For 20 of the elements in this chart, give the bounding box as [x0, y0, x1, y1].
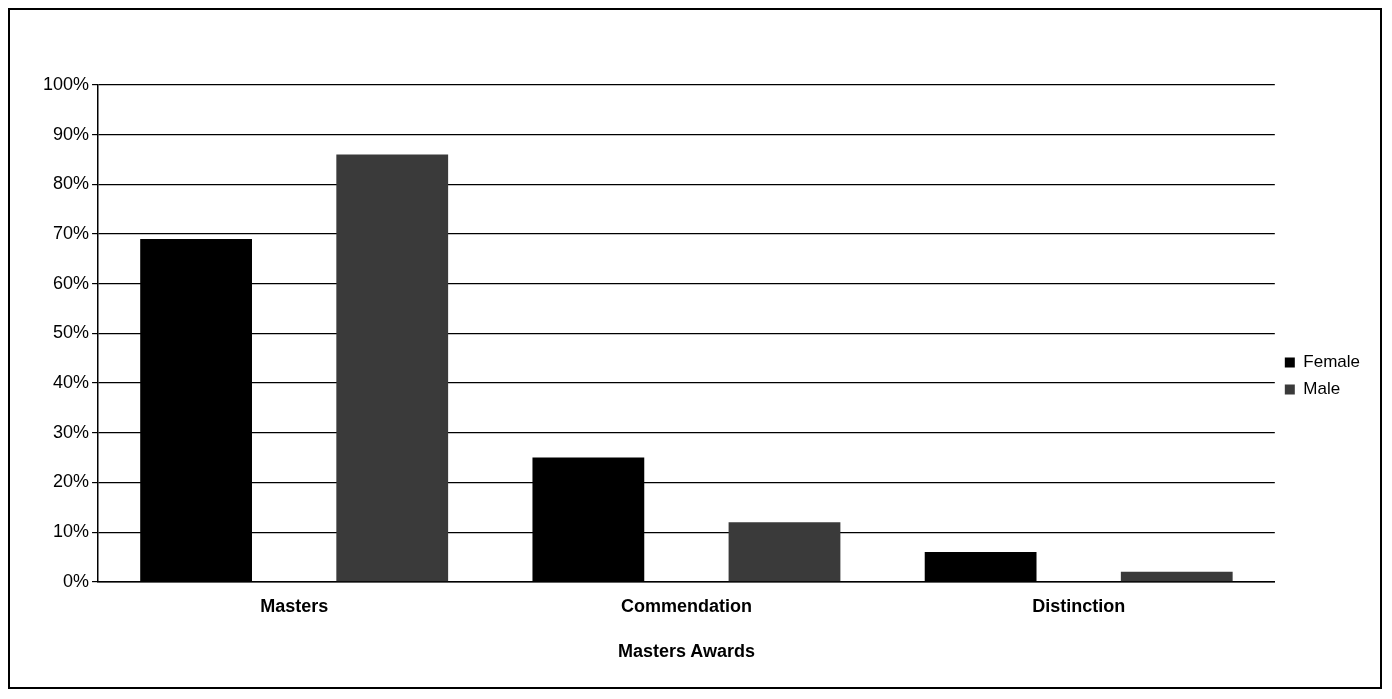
- y-tick-label: 100%: [42, 73, 90, 94]
- y-tick-label: 80%: [53, 173, 90, 194]
- legend-label: Male: [1303, 379, 1341, 399]
- y-tick-label: 70%: [53, 223, 90, 244]
- y-tick-label: 20%: [53, 471, 90, 492]
- x-tick-label: Distinction: [1032, 595, 1126, 616]
- bar: [336, 154, 449, 582]
- y-tick-label: 90%: [53, 123, 90, 144]
- y-tick-label: 40%: [53, 372, 90, 393]
- bar: [728, 522, 841, 582]
- x-tick-label: Masters: [260, 595, 329, 616]
- y-tick-label: 0%: [63, 570, 90, 591]
- x-axis-title: Masters Awards: [617, 641, 755, 662]
- y-tick-label: 10%: [53, 521, 90, 542]
- x-tick-label: Commendation: [620, 595, 752, 616]
- y-tick-label: 60%: [53, 272, 90, 293]
- y-tick-label: 30%: [53, 421, 90, 442]
- legend-label: Female: [1303, 352, 1360, 372]
- y-tick-label: 50%: [53, 322, 90, 343]
- bar: [1120, 571, 1233, 582]
